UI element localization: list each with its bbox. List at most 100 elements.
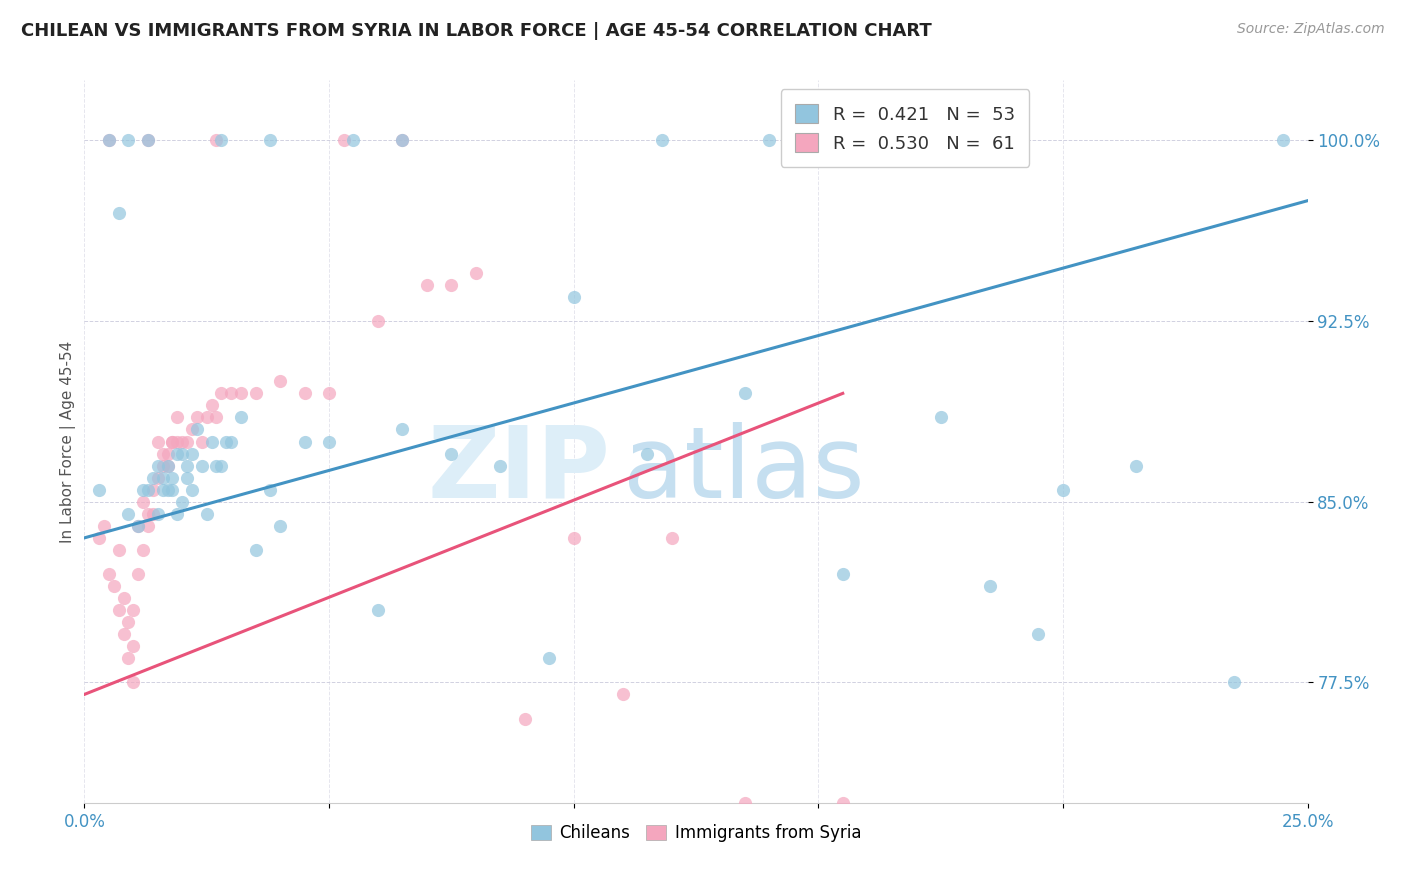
Point <box>367 314 389 328</box>
Point <box>136 507 159 521</box>
Point <box>172 434 194 449</box>
Point <box>127 518 149 533</box>
Point <box>176 470 198 484</box>
Point <box>156 458 179 473</box>
Point <box>136 133 159 147</box>
Point <box>205 458 228 473</box>
Point <box>127 518 149 533</box>
Point <box>200 434 222 449</box>
Point <box>391 133 413 147</box>
Point <box>97 133 120 147</box>
Text: CHILEAN VS IMMIGRANTS FROM SYRIA IN LABOR FORCE | AGE 45-54 CORRELATION CHART: CHILEAN VS IMMIGRANTS FROM SYRIA IN LABO… <box>21 22 932 40</box>
Point <box>97 567 120 582</box>
Point <box>122 603 145 617</box>
Point <box>1223 675 1246 690</box>
Point <box>107 542 129 557</box>
Point <box>219 386 242 401</box>
Point <box>440 278 463 293</box>
Point <box>209 386 232 401</box>
Point <box>195 507 218 521</box>
Point <box>332 133 354 147</box>
Point <box>416 278 439 293</box>
Point <box>152 458 174 473</box>
Point <box>166 410 188 425</box>
Point <box>734 796 756 810</box>
Point <box>1052 483 1074 497</box>
Point <box>162 483 184 497</box>
Point <box>87 531 110 545</box>
Point <box>136 133 159 147</box>
Point <box>146 470 169 484</box>
Point <box>831 796 853 810</box>
Point <box>367 603 389 617</box>
Point <box>107 205 129 219</box>
Point <box>1028 627 1050 641</box>
Point <box>734 386 756 401</box>
Point <box>200 398 222 412</box>
Point <box>612 687 634 701</box>
Point <box>186 423 208 437</box>
Point <box>209 133 232 147</box>
Point <box>107 603 129 617</box>
Point <box>103 579 125 593</box>
Point <box>1125 458 1147 473</box>
Point <box>538 651 561 665</box>
Point <box>513 711 536 725</box>
Point <box>132 542 155 557</box>
Point <box>209 458 232 473</box>
Point <box>122 675 145 690</box>
Point <box>142 507 165 521</box>
Point <box>112 627 135 641</box>
Text: Source: ZipAtlas.com: Source: ZipAtlas.com <box>1237 22 1385 37</box>
Point <box>269 518 291 533</box>
Point <box>318 434 340 449</box>
Point <box>191 434 214 449</box>
Point <box>146 434 169 449</box>
Point <box>464 266 486 280</box>
Point <box>191 458 214 473</box>
Point <box>269 374 291 388</box>
Point <box>758 133 780 147</box>
Point <box>112 591 135 605</box>
Point <box>166 446 188 460</box>
Point <box>181 446 204 460</box>
Point <box>176 434 198 449</box>
Point <box>661 531 683 545</box>
Point <box>562 531 585 545</box>
Text: atlas: atlas <box>623 422 865 519</box>
Point <box>166 507 188 521</box>
Point <box>229 386 252 401</box>
Point <box>117 133 139 147</box>
Point <box>651 133 673 147</box>
Legend: Chileans, Immigrants from Syria: Chileans, Immigrants from Syria <box>524 817 868 848</box>
Point <box>117 651 139 665</box>
Point <box>117 615 139 629</box>
Point <box>181 423 204 437</box>
Point <box>259 133 281 147</box>
Point <box>156 483 179 497</box>
Point <box>132 483 155 497</box>
Point <box>142 470 165 484</box>
Point <box>391 423 413 437</box>
Point <box>152 470 174 484</box>
Point <box>166 434 188 449</box>
Point <box>176 458 198 473</box>
Point <box>172 446 194 460</box>
Y-axis label: In Labor Force | Age 45-54: In Labor Force | Age 45-54 <box>60 341 76 542</box>
Point <box>245 542 267 557</box>
Point <box>294 434 316 449</box>
Point <box>929 410 952 425</box>
Point <box>136 518 159 533</box>
Point <box>132 494 155 508</box>
Point <box>205 410 228 425</box>
Point <box>87 483 110 497</box>
Point <box>117 507 139 521</box>
Point <box>122 639 145 653</box>
Point <box>245 386 267 401</box>
Point <box>1272 133 1295 147</box>
Point <box>215 434 238 449</box>
Point <box>181 483 204 497</box>
Point <box>636 446 658 460</box>
Point <box>979 579 1001 593</box>
Point <box>294 386 316 401</box>
